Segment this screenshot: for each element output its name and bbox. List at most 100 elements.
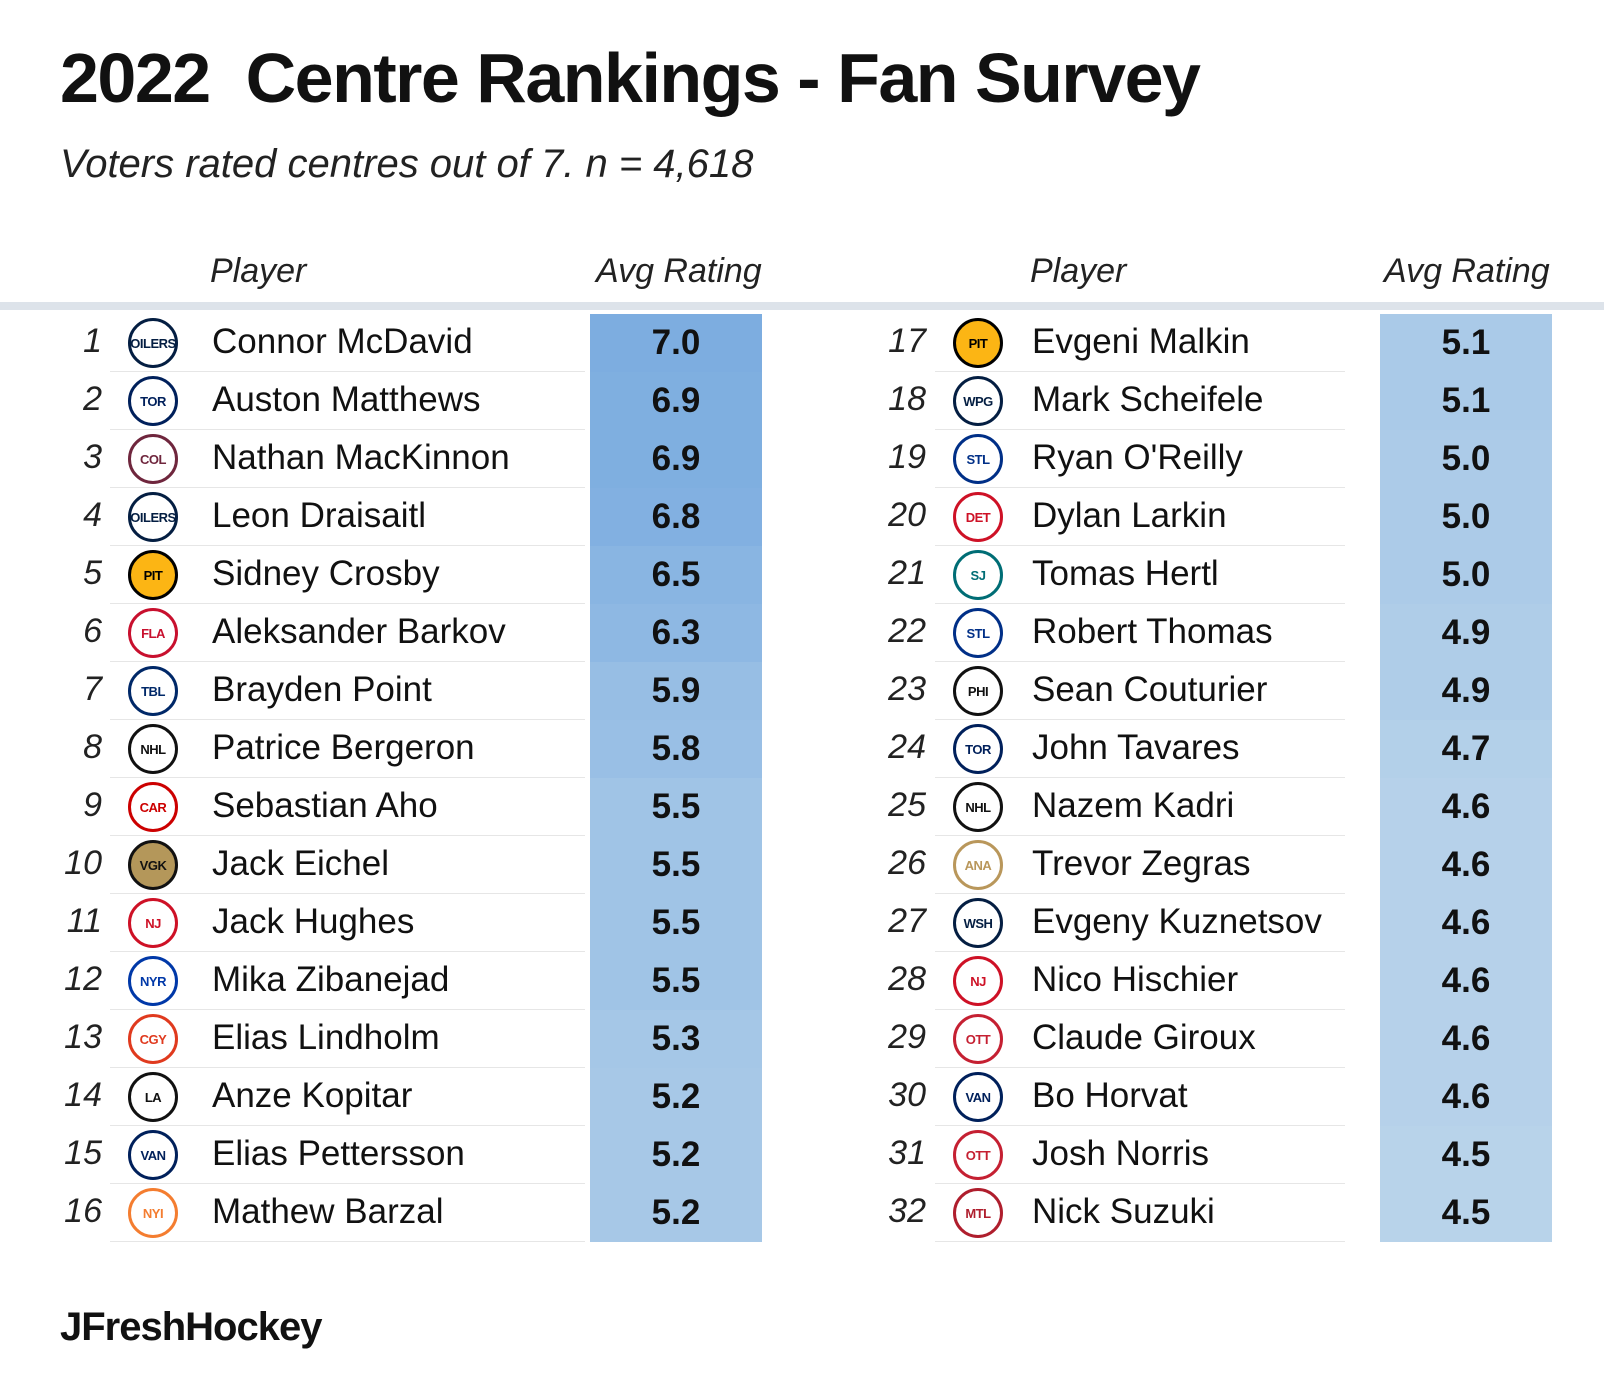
player-name: Mika Zibanejad (212, 960, 450, 999)
rank-number: 16 (64, 1192, 102, 1230)
new-york-islanders-logo-icon: NYI (125, 1187, 181, 1239)
ottawa-senators-logo-icon: OTT (950, 1013, 1006, 1065)
row-divider (935, 545, 1345, 546)
team-badge: PHI (953, 666, 1003, 716)
player-name: Nazem Kadri (1032, 786, 1235, 825)
rank-number: 26 (888, 844, 926, 882)
san-jose-sharks-logo-icon: SJ (950, 549, 1006, 601)
row-divider (935, 1241, 1345, 1242)
player-name: Anze Kopitar (212, 1076, 413, 1115)
row-divider (110, 661, 585, 662)
team-badge: COL (128, 434, 178, 484)
row-divider (935, 719, 1345, 720)
player-name: Elias Pettersson (212, 1134, 465, 1173)
player-name: Josh Norris (1032, 1134, 1209, 1173)
team-badge: TOR (128, 376, 178, 426)
row-divider (110, 1009, 585, 1010)
rank-number: 14 (64, 1076, 102, 1114)
team-badge: OTT (953, 1130, 1003, 1180)
avg-rating-cell: 6.5 (590, 546, 762, 604)
player-name: Robert Thomas (1032, 612, 1273, 651)
player-name: Brayden Point (212, 670, 432, 709)
avg-rating-cell: 6.9 (590, 430, 762, 488)
new-jersey-devils-logo-icon: NJ (125, 897, 181, 949)
team-badge: PIT (953, 318, 1003, 368)
rank-number: 10 (64, 844, 102, 882)
edmonton-oilers-logo-icon: OILERS (125, 317, 181, 369)
avg-rating-cell: 5.5 (590, 836, 762, 894)
rating-column-header-left: Avg Rating (596, 252, 762, 290)
team-badge: VAN (128, 1130, 178, 1180)
row-divider (110, 371, 585, 372)
avg-rating-cell: 5.2 (590, 1126, 762, 1184)
player-name: Nathan MacKinnon (212, 438, 510, 477)
rank-number: 28 (888, 960, 926, 998)
new-york-rangers-logo-icon: NYR (125, 955, 181, 1007)
team-badge: NJ (128, 898, 178, 948)
player-name: Tomas Hertl (1032, 554, 1219, 593)
player-name: Evgeni Malkin (1032, 322, 1250, 361)
row-divider (110, 1125, 585, 1126)
rank-number: 29 (888, 1018, 926, 1056)
rank-number: 31 (888, 1134, 926, 1172)
row-divider (110, 719, 585, 720)
team-badge: NHL (128, 724, 178, 774)
player-name: Patrice Bergeron (212, 728, 475, 767)
player-name: Leon Draisaitl (212, 496, 426, 535)
team-badge: CAR (128, 782, 178, 832)
tampa-bay-lightning-logo-icon: TBL (125, 665, 181, 717)
player-name: Sebastian Aho (212, 786, 438, 825)
pittsburgh-penguins-logo-icon: PIT (125, 549, 181, 601)
avg-rating-cell: 5.9 (590, 662, 762, 720)
vancouver-canucks-logo-icon: VAN (125, 1129, 181, 1181)
avg-rating-cell: 4.6 (1380, 836, 1552, 894)
anaheim-ducks-logo-icon: ANA (950, 839, 1006, 891)
row-divider (110, 1241, 585, 1242)
avg-rating-cell: 4.6 (1380, 952, 1552, 1010)
row-divider (935, 1067, 1345, 1068)
avg-rating-cell: 6.9 (590, 372, 762, 430)
header-divider (0, 302, 1604, 310)
detroit-red-wings-logo-icon: DET (950, 491, 1006, 543)
ottawa-senators-logo-icon: OTT (950, 1129, 1006, 1181)
row-divider (935, 777, 1345, 778)
vancouver-canucks-logo-icon: VAN (950, 1071, 1006, 1123)
player-name: Mathew Barzal (212, 1192, 444, 1231)
row-divider (110, 1067, 585, 1068)
row-divider (110, 545, 585, 546)
player-name: Nick Suzuki (1032, 1192, 1215, 1231)
row-divider (110, 951, 585, 952)
player-name: Sidney Crosby (212, 554, 440, 593)
montreal-canadiens-logo-icon: MTL (950, 1187, 1006, 1239)
avg-rating-cell: 6.8 (590, 488, 762, 546)
team-badge: NYI (128, 1188, 178, 1238)
avg-rating-cell: 5.1 (1380, 372, 1552, 430)
nhl-shield-logo-icon: NHL (950, 781, 1006, 833)
st-louis-blues-logo-icon: STL (950, 607, 1006, 659)
carolina-hurricanes-logo-icon: CAR (125, 781, 181, 833)
team-badge: LA (128, 1072, 178, 1122)
row-divider (110, 893, 585, 894)
washington-capitals-logo-icon: WSH (950, 897, 1006, 949)
row-divider (935, 661, 1345, 662)
philadelphia-flyers-logo-icon: PHI (950, 665, 1006, 717)
row-divider (935, 371, 1345, 372)
row-divider (935, 487, 1345, 488)
rank-number: 21 (888, 554, 926, 592)
rank-number: 13 (64, 1018, 102, 1056)
player-name: John Tavares (1032, 728, 1240, 767)
team-badge: CGY (128, 1014, 178, 1064)
team-badge: ANA (953, 840, 1003, 890)
rank-number: 8 (83, 728, 102, 766)
player-name: Nico Hischier (1032, 960, 1239, 999)
player-name: Mark Scheifele (1032, 380, 1264, 419)
rank-number: 2 (83, 380, 102, 418)
winnipeg-jets-logo-icon: WPG (950, 375, 1006, 427)
team-badge: OILERS (128, 318, 178, 368)
team-badge: STL (953, 434, 1003, 484)
rank-number: 22 (888, 612, 926, 650)
avg-rating-cell: 7.0 (590, 314, 762, 372)
nhl-shield-logo-icon: NHL (125, 723, 181, 775)
avg-rating-cell: 5.5 (590, 952, 762, 1010)
avg-rating-cell: 5.0 (1380, 488, 1552, 546)
